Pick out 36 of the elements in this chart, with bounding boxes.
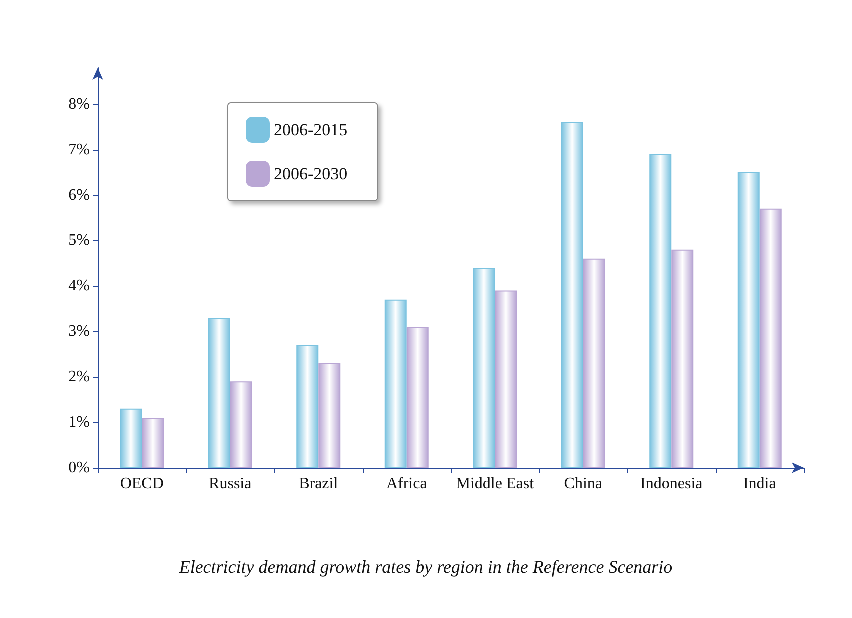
- bar: [142, 418, 164, 468]
- bar: [318, 363, 341, 468]
- x-tick-label: Indonesia: [640, 476, 703, 492]
- bar: [296, 345, 319, 468]
- y-tick-label: 7%: [68, 141, 90, 158]
- bar: [583, 258, 606, 468]
- x-tick-label: Russia: [209, 476, 252, 492]
- x-tick-label: China: [564, 476, 602, 492]
- legend-label: 2006-2015: [274, 120, 348, 140]
- x-tick-label: Brazil: [299, 476, 339, 492]
- y-tick-label: 6%: [68, 186, 90, 204]
- bar: [760, 208, 782, 468]
- bar: [406, 327, 429, 468]
- bar: [384, 300, 407, 468]
- y-tick-label: 0%: [68, 460, 90, 476]
- y-tick-label: 1%: [68, 414, 90, 432]
- y-tick-label: 5%: [68, 232, 90, 250]
- x-tick-label: OECD: [120, 476, 164, 492]
- bar: [208, 318, 230, 468]
- bar: [120, 408, 142, 468]
- text: Electricity demand growth rates by region in the Reference Scenario: [178, 557, 673, 577]
- x-tick-label: Africa: [386, 476, 428, 492]
- bar: [650, 154, 672, 468]
- bar: [738, 172, 760, 468]
- y-tick-label: 3%: [68, 323, 90, 340]
- x-tick-label: India: [743, 476, 776, 492]
- y-tick-label: 4%: [68, 278, 90, 295]
- bar: [473, 268, 496, 468]
- x-tick-label: Middle East: [456, 476, 535, 492]
- bar: [561, 122, 584, 468]
- bar: [672, 250, 694, 468]
- bar: [495, 290, 518, 468]
- y-tick-label: 8%: [68, 96, 90, 113]
- legend-label: 2006-2030: [274, 164, 348, 184]
- bar: [230, 382, 252, 468]
- y-tick-label: 2%: [68, 368, 90, 386]
